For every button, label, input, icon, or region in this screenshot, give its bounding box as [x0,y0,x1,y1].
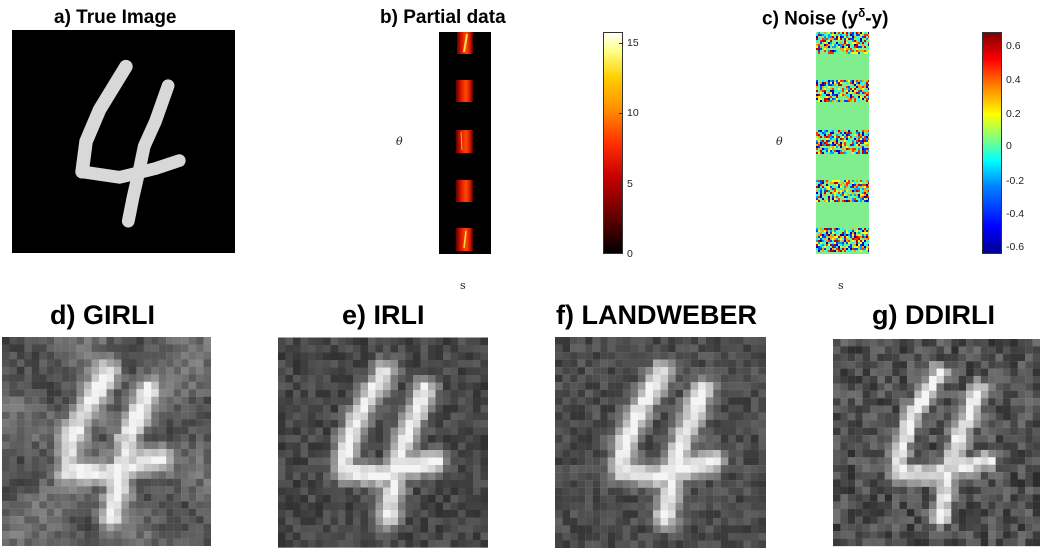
cb-b-tick-10: 10 [627,107,639,119]
panel-b-title: b) Partial data [380,7,506,28]
cb-b-tick-10-mark [619,113,623,114]
cb-c-tick-neg0.4: -0.4 [1006,208,1025,220]
cb-c-tick-0.4: 0.4 [1006,74,1021,86]
panel-b-xlabel: s [460,279,466,292]
landweber-reconstruction [555,337,766,548]
cb-c-tick-neg0.2: -0.2 [1006,175,1025,187]
panel-g-title: g) DDIRLI [872,300,995,330]
panel-c-title: c) Noise (yδ-y) [762,7,888,30]
cb-c-tick-0: 0 [1006,140,1012,152]
girli-reconstruction [2,337,211,546]
panel-b-colorbar [603,32,623,254]
panel-a-title: a) True Image [54,7,177,28]
cb-c-tick-neg0.6: -0.6 [1006,241,1025,253]
irli-reconstruction [278,337,488,548]
true-image-panel [12,30,235,253]
panel-c-title-sup: δ [858,7,866,20]
panel-c-xlabel: s [838,279,844,292]
noise-image [816,32,869,254]
ddirli-reconstruction [833,339,1040,547]
cb-b-tick-5: 5 [627,178,633,190]
panel-c-title-prefix: c) Noise (y [762,8,859,30]
partial-data-image [439,32,491,254]
cb-b-tick-5-mark [619,184,623,185]
panel-c-ylabel: θ [776,135,783,148]
panel-e-title: e) IRLI [342,300,425,330]
panel-d-title: d) GIRLI [50,300,155,330]
cb-b-tick-0: 0 [627,248,633,260]
panel-b-ylabel: θ [396,135,403,148]
panel-c-colorbar [982,32,1002,254]
cb-c-tick-0.2: 0.2 [1006,108,1021,120]
panel-f-title: f) LANDWEBER [556,300,757,330]
cb-c-tick-0.6: 0.6 [1006,40,1021,52]
cb-b-tick-15-mark [619,43,623,44]
cb-b-tick-15: 15 [627,37,639,49]
panel-c-title-suffix: -y) [865,8,889,30]
